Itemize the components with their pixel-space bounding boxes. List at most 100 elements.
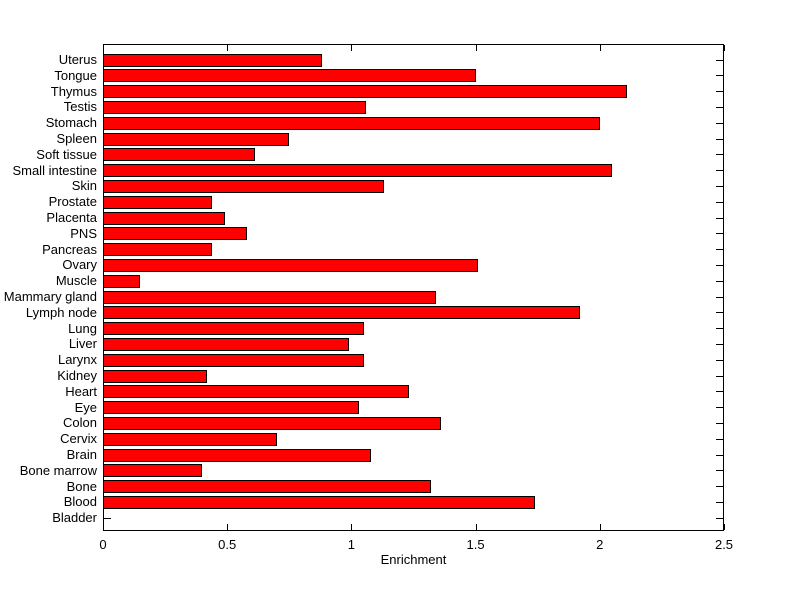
x-axis-title: Enrichment bbox=[380, 552, 447, 567]
bar bbox=[103, 401, 359, 414]
y-tick-label: Soft tissue bbox=[36, 146, 97, 162]
bar bbox=[103, 338, 349, 351]
y-tick-mark bbox=[716, 106, 723, 108]
bar bbox=[103, 85, 627, 98]
bar bbox=[103, 243, 212, 256]
y-tick-label: Kidney bbox=[57, 368, 97, 383]
y-tick-label: Ovary bbox=[62, 257, 97, 273]
y-tick-mark bbox=[716, 343, 723, 345]
y-tick-label: Colon bbox=[63, 415, 97, 431]
y-tick-label: Pancreas bbox=[42, 241, 97, 257]
bar bbox=[103, 69, 476, 82]
x-tick-label: 0.5 bbox=[218, 537, 237, 552]
y-tick-label: Blood bbox=[63, 494, 97, 510]
x-tick-mark bbox=[227, 45, 228, 51]
x-tick-mark bbox=[227, 524, 228, 530]
y-tick-mark bbox=[716, 75, 723, 77]
y-tick-label: Stomach bbox=[45, 115, 97, 131]
bar bbox=[103, 433, 277, 446]
y-tick-mark bbox=[716, 486, 723, 488]
x-tick-label: 1.5 bbox=[466, 537, 485, 552]
y-tick-label: Bone bbox=[66, 478, 97, 494]
x-tick-mark bbox=[103, 45, 104, 51]
y-tick-label: Lung bbox=[68, 320, 97, 336]
x-tick-label: 2.5 bbox=[714, 537, 734, 552]
y-tick-label: Bladder bbox=[52, 510, 97, 526]
x-tick-mark bbox=[600, 45, 601, 51]
y-tick-mark bbox=[716, 201, 723, 203]
bar bbox=[103, 275, 140, 288]
y-tick-mark bbox=[716, 233, 723, 235]
bar bbox=[103, 196, 212, 209]
y-tick-mark bbox=[716, 122, 723, 124]
bar bbox=[103, 117, 600, 130]
x-tick-label: 1 bbox=[347, 537, 356, 552]
bar bbox=[103, 480, 431, 493]
y-tick-mark bbox=[716, 501, 723, 503]
x-tick-label: 0 bbox=[99, 537, 107, 552]
plot-area bbox=[103, 44, 725, 531]
x-tick-mark bbox=[724, 45, 725, 51]
y-tick-label: Cervix bbox=[60, 431, 97, 447]
y-tick-label: Mammary gland bbox=[3, 289, 97, 304]
y-tick-label: Tongue bbox=[54, 67, 97, 83]
bar bbox=[103, 148, 255, 161]
y-tick-label: Spleen bbox=[56, 131, 97, 146]
x-tick-mark bbox=[476, 45, 477, 51]
x-tick-mark bbox=[351, 524, 352, 530]
bar bbox=[103, 306, 580, 319]
bar bbox=[103, 496, 535, 509]
bar bbox=[103, 291, 436, 304]
y-tick-label: Uterus bbox=[58, 52, 97, 67]
y-tick-mark bbox=[716, 185, 723, 187]
y-tick-mark bbox=[716, 91, 723, 93]
y-tick-label: Larynx bbox=[57, 352, 97, 368]
y-tick-label: Muscle bbox=[55, 273, 97, 289]
y-tick-mark bbox=[716, 217, 723, 219]
y-tick-label: Skin bbox=[71, 178, 97, 194]
y-tick-mark bbox=[716, 138, 723, 140]
y-tick-mark bbox=[716, 454, 723, 456]
y-tick-label: Bone marrow bbox=[19, 462, 97, 478]
x-tick-mark bbox=[724, 524, 725, 530]
y-tick-label: Heart bbox=[65, 383, 97, 399]
bar bbox=[103, 227, 247, 240]
y-tick-label: Testis bbox=[63, 99, 97, 115]
bar bbox=[103, 370, 207, 383]
y-tick-mark bbox=[716, 170, 723, 172]
y-tick-mark bbox=[716, 296, 723, 298]
bar bbox=[103, 164, 612, 177]
y-tick-mark bbox=[104, 517, 111, 519]
y-tick-mark bbox=[716, 407, 723, 409]
x-tick-label: 2 bbox=[596, 537, 604, 552]
y-tick-label: Liver bbox=[68, 336, 97, 352]
y-tick-label: Lymph node bbox=[25, 304, 97, 320]
y-tick-label: Placenta bbox=[46, 210, 97, 225]
bar bbox=[103, 54, 322, 67]
y-tick-mark bbox=[716, 154, 723, 156]
y-tick-mark bbox=[716, 391, 723, 393]
bar bbox=[103, 212, 225, 225]
bar bbox=[103, 464, 202, 477]
y-tick-label: Thymus bbox=[50, 83, 97, 99]
y-tick-mark bbox=[716, 249, 723, 251]
y-tick-label: Prostate bbox=[48, 194, 97, 210]
y-tick-mark bbox=[716, 328, 723, 330]
bar bbox=[103, 417, 441, 430]
bar bbox=[103, 101, 366, 114]
bar bbox=[103, 133, 289, 146]
bar bbox=[103, 449, 371, 462]
y-tick-mark bbox=[716, 470, 723, 472]
y-tick-mark bbox=[716, 280, 723, 282]
x-tick-mark bbox=[476, 524, 477, 530]
y-tick-mark bbox=[716, 375, 723, 377]
x-tick-mark bbox=[600, 524, 601, 530]
y-tick-mark bbox=[716, 517, 723, 519]
y-tick-mark bbox=[716, 264, 723, 266]
y-tick-mark bbox=[716, 59, 723, 61]
bar bbox=[103, 259, 478, 272]
x-tick-mark bbox=[103, 524, 104, 530]
y-tick-mark bbox=[716, 312, 723, 314]
y-tick-label: Brain bbox=[66, 447, 97, 462]
